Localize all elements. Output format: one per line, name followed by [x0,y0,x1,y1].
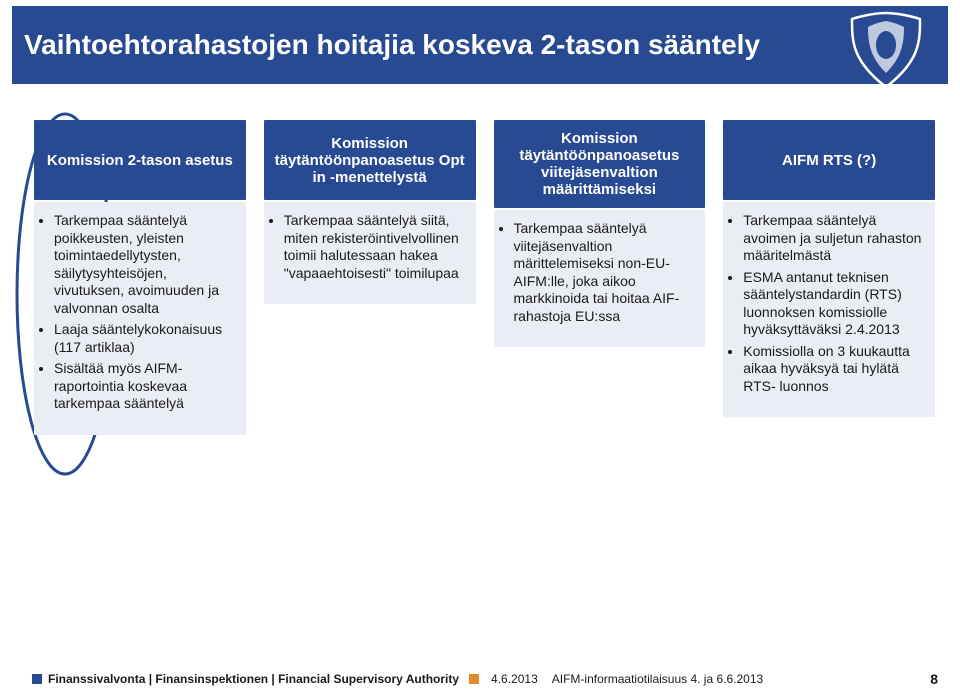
list-item: Tarkempaa sääntelyä avoimen ja suljetun … [743,212,929,265]
column-1-body: Tarkempaa sääntelyä poikkeusten, yleiste… [34,202,246,435]
footer-square-blue-icon [32,674,42,684]
column-2-head: Komission täytäntöönpanoasetus Opt in -m… [264,120,476,200]
footer: Finanssivalvonta | Finansinspektionen | … [32,669,938,689]
footer-doc: AIFM-informaatiotilaisuus 4. ja 6.6.2013 [552,672,763,686]
column-2: Komission täytäntöönpanoasetus Opt in -m… [264,120,476,435]
list-item: Sisältää myös AIFM-raportointia koskevaa… [54,360,240,413]
column-1: Komission 2-tason asetus Tarkempaa säänt… [34,120,246,435]
column-4: AIFM RTS (?) Tarkempaa sääntelyä avoimen… [723,120,935,435]
column-3-body: Tarkempaa sääntelyä viitejäsenvaltion mä… [494,210,706,347]
title-band: Vaihtoehtorahastojen hoitajia koskeva 2-… [12,6,948,84]
column-2-body: Tarkempaa sääntelyä siitä, miten rekiste… [264,202,476,304]
list-item: Tarkempaa sääntelyä viitejäsenvaltion mä… [514,220,700,325]
footer-org: Finanssivalvonta | Finansinspektionen | … [48,672,459,686]
list-item: Tarkempaa sääntelyä siitä, miten rekiste… [284,212,470,282]
footer-date: 4.6.2013 [491,672,538,686]
column-4-body: Tarkempaa sääntelyä avoimen ja suljetun … [723,202,935,417]
column-3-head: Komission täytäntöönpanoasetus viitejäse… [494,120,706,208]
columns-row: Komission 2-tason asetus Tarkempaa säänt… [34,120,935,435]
column-4-head: AIFM RTS (?) [723,120,935,200]
list-item: Komissiolla on 3 kuukautta aikaa hyväksy… [743,343,929,396]
list-item: Laaja sääntelykokonaisuus (117 artiklaa) [54,321,240,356]
list-item: ESMA antanut teknisen sääntelystandardin… [743,269,929,339]
list-item: Tarkempaa sääntelyä poikkeusten, yleiste… [54,212,240,317]
column-3: Komission täytäntöönpanoasetus viitejäse… [494,120,706,435]
footer-square-orange-icon [469,674,479,684]
coat-of-arms-icon [842,11,930,89]
column-1-head: Komission 2-tason asetus [34,120,246,200]
page-title: Vaihtoehtorahastojen hoitajia koskeva 2-… [24,29,760,61]
footer-page-number: 8 [930,671,938,687]
